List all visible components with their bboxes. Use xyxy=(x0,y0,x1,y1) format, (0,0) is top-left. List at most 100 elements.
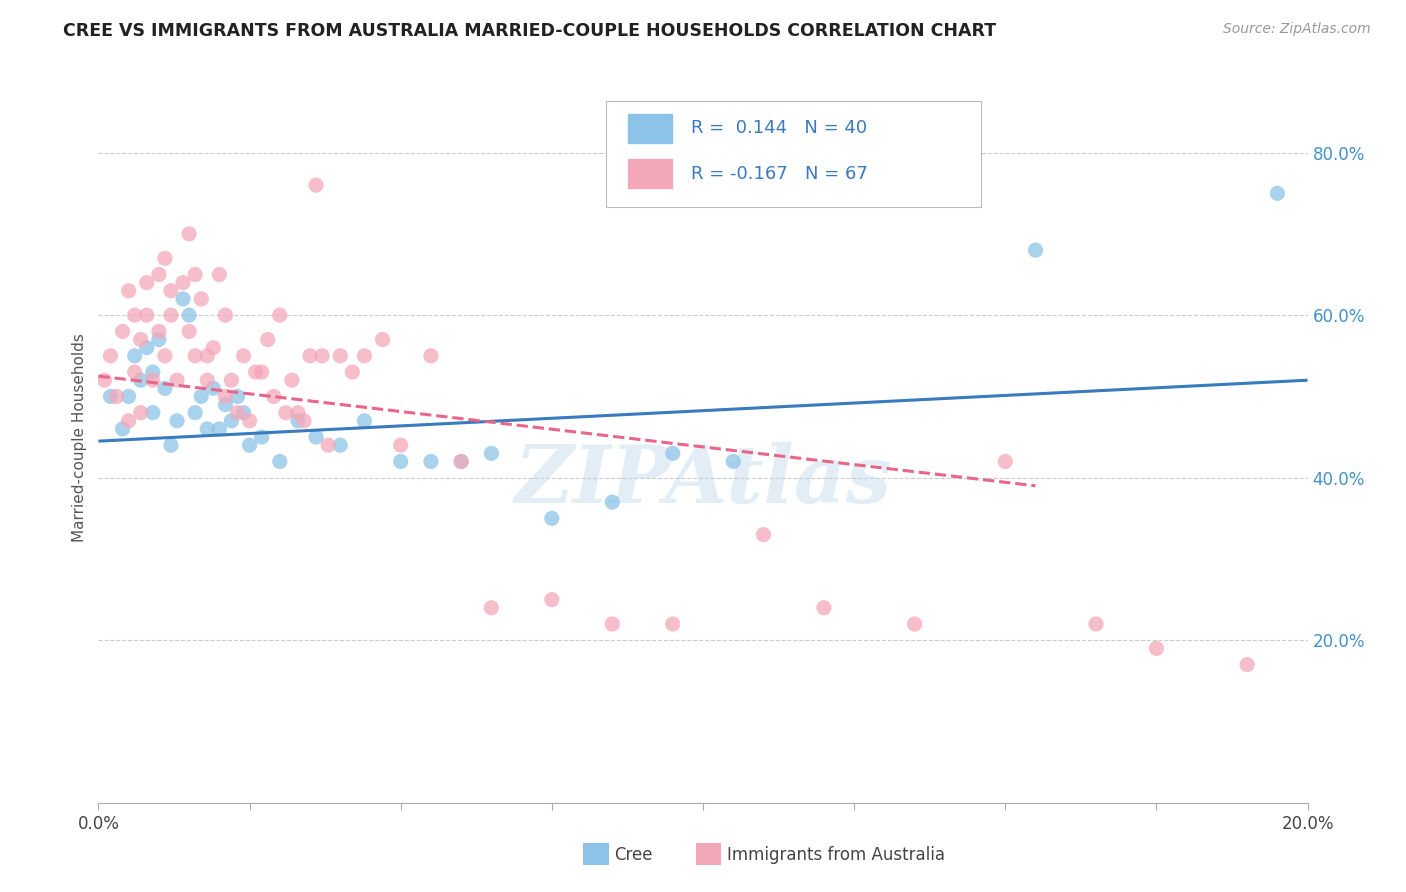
Point xyxy=(287,414,309,428)
Point xyxy=(142,406,165,420)
Point xyxy=(481,446,503,460)
Point xyxy=(250,365,273,379)
Text: Cree: Cree xyxy=(614,846,652,863)
Point xyxy=(1024,243,1046,257)
Point xyxy=(221,414,243,428)
Point xyxy=(263,389,285,403)
Point xyxy=(118,284,141,298)
Point xyxy=(281,373,304,387)
Point xyxy=(226,389,249,403)
Point xyxy=(184,268,207,282)
Point xyxy=(179,325,201,339)
Point xyxy=(124,365,146,379)
Point xyxy=(202,341,225,355)
Point xyxy=(292,414,315,428)
Point xyxy=(166,414,188,428)
Point xyxy=(245,365,267,379)
Point xyxy=(226,406,249,420)
Point xyxy=(1267,186,1289,201)
Point xyxy=(342,365,364,379)
Point xyxy=(184,349,207,363)
Point xyxy=(311,349,333,363)
Point xyxy=(420,349,443,363)
Point xyxy=(329,438,352,452)
Point xyxy=(135,308,157,322)
Text: R = -0.167   N = 67: R = -0.167 N = 67 xyxy=(690,165,868,183)
Point xyxy=(160,284,183,298)
Point xyxy=(93,373,115,387)
Point xyxy=(118,414,141,428)
Text: CREE VS IMMIGRANTS FROM AUSTRALIA MARRIED-COUPLE HOUSEHOLDS CORRELATION CHART: CREE VS IMMIGRANTS FROM AUSTRALIA MARRIE… xyxy=(63,22,997,40)
Point xyxy=(256,333,278,347)
Point xyxy=(1144,641,1167,656)
Point xyxy=(153,349,176,363)
Point xyxy=(329,349,352,363)
Point xyxy=(232,349,254,363)
Point xyxy=(994,454,1017,468)
Point xyxy=(661,617,683,632)
Point xyxy=(111,422,134,436)
Point xyxy=(195,349,218,363)
Bar xyxy=(627,159,673,189)
Point xyxy=(389,438,412,452)
Point xyxy=(142,373,165,387)
Point xyxy=(723,454,745,468)
Point xyxy=(389,454,412,468)
Point xyxy=(813,600,835,615)
Point xyxy=(124,349,146,363)
Point xyxy=(274,406,297,420)
Point xyxy=(179,308,201,322)
Point xyxy=(184,406,207,420)
Point xyxy=(118,389,141,403)
Point xyxy=(904,617,927,632)
Point xyxy=(1085,617,1108,632)
Point xyxy=(148,268,170,282)
Point xyxy=(172,276,194,290)
Point xyxy=(540,511,562,525)
Point xyxy=(540,592,562,607)
Text: Source: ZipAtlas.com: Source: ZipAtlas.com xyxy=(1223,22,1371,37)
Point xyxy=(135,276,157,290)
Point xyxy=(129,406,152,420)
Point xyxy=(420,454,443,468)
Point xyxy=(214,389,236,403)
Point xyxy=(160,438,183,452)
Point xyxy=(202,381,225,395)
Point xyxy=(450,454,472,468)
Point xyxy=(129,333,152,347)
Point xyxy=(371,333,394,347)
Point xyxy=(100,349,122,363)
Point xyxy=(148,325,170,339)
Bar xyxy=(627,113,673,144)
Point xyxy=(269,308,291,322)
Point xyxy=(124,308,146,322)
Text: Immigrants from Australia: Immigrants from Australia xyxy=(727,846,945,863)
Point xyxy=(221,373,243,387)
Point xyxy=(105,389,128,403)
Point xyxy=(208,422,231,436)
Point xyxy=(111,325,134,339)
Point xyxy=(661,446,683,460)
Point xyxy=(166,373,188,387)
FancyBboxPatch shape xyxy=(606,101,981,207)
Point xyxy=(153,252,176,266)
Point xyxy=(450,454,472,468)
Text: R =  0.144   N = 40: R = 0.144 N = 40 xyxy=(690,120,868,137)
Point xyxy=(142,365,165,379)
Point xyxy=(602,495,624,509)
Point xyxy=(214,308,236,322)
Point xyxy=(179,227,201,241)
Point xyxy=(1236,657,1258,672)
Point xyxy=(135,341,157,355)
Text: ZIPAtlas: ZIPAtlas xyxy=(515,442,891,520)
Point xyxy=(160,308,183,322)
Point xyxy=(214,398,236,412)
Point xyxy=(239,414,262,428)
Point xyxy=(353,349,375,363)
Point xyxy=(100,389,122,403)
Point xyxy=(172,292,194,306)
Point xyxy=(190,292,212,306)
Point xyxy=(208,268,231,282)
Point xyxy=(269,454,291,468)
Point xyxy=(250,430,273,444)
